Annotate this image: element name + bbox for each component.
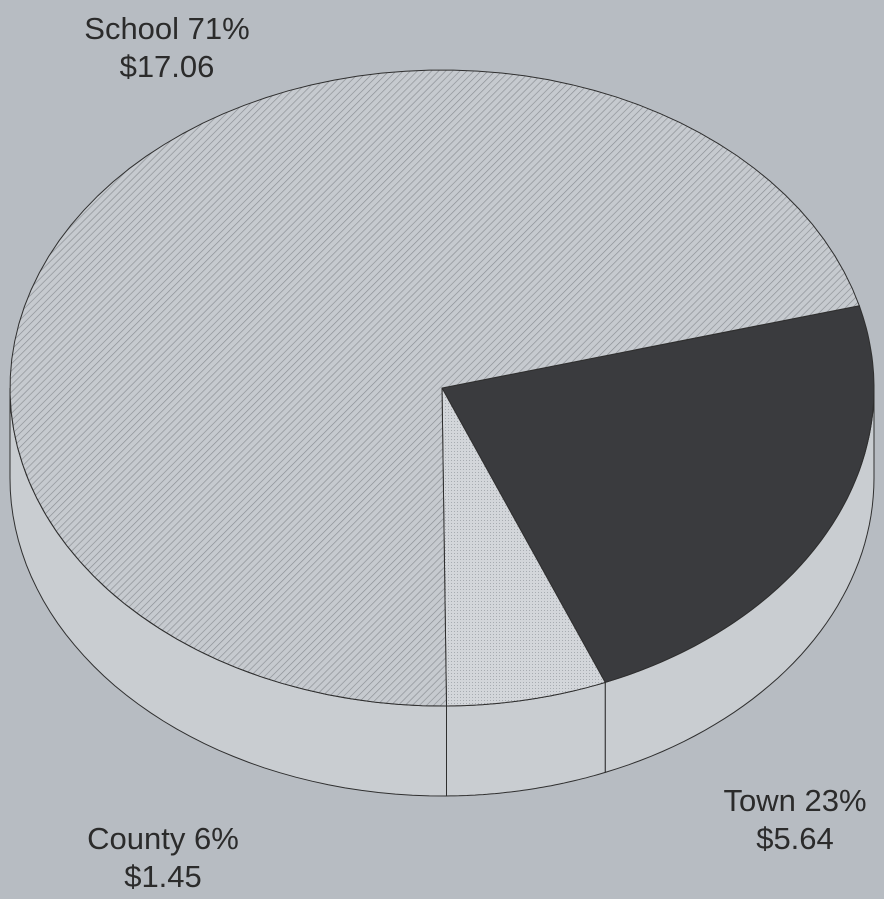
label-school-value: $17.06: [119, 49, 215, 84]
label-county: County 6% $1.45: [58, 820, 268, 896]
pie-slice-county: [441, 387, 606, 707]
label-school-percent: School 71%: [84, 11, 250, 46]
pie-tops: [9, 69, 875, 707]
label-town: Town 23% $5.64: [700, 782, 884, 858]
label-school: School 71% $17.06: [62, 10, 272, 86]
label-county-value: $1.45: [124, 859, 202, 894]
pie-slice-school: [9, 69, 860, 707]
pie-slice-town: [441, 305, 875, 683]
label-town-percent: Town 23%: [723, 783, 867, 818]
label-county-percent: County 6%: [87, 821, 239, 856]
label-town-value: $5.64: [756, 821, 834, 856]
